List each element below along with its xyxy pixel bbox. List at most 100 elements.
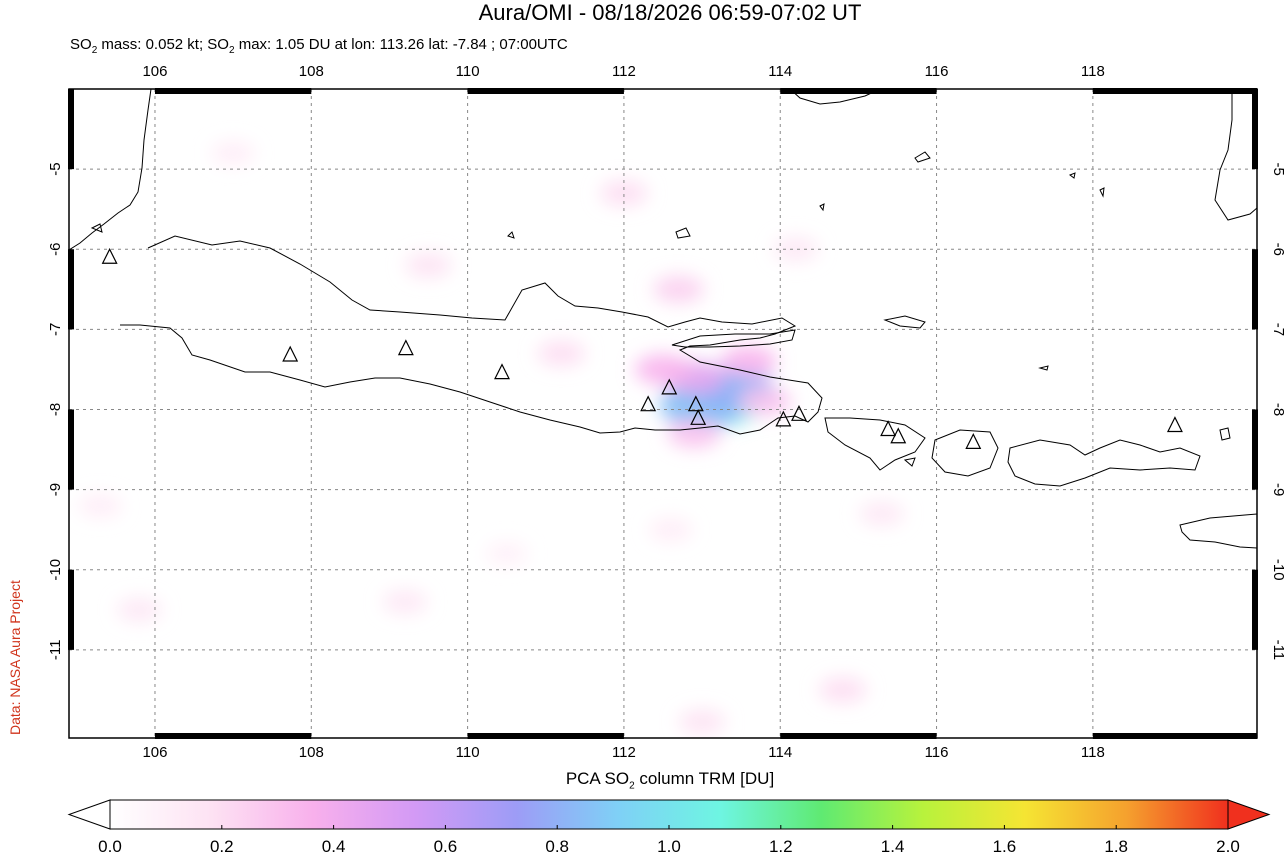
mass-subscript: 2 <box>91 45 98 56</box>
frame-bar-left <box>68 89 74 170</box>
colorbar-label: 1.2 <box>769 837 793 855</box>
lon-label-top: 116 <box>925 63 949 80</box>
coast-bawean <box>675 227 691 239</box>
lon-label-top: 106 <box>142 63 167 80</box>
volcano-triangle <box>687 395 704 412</box>
so2-cell <box>678 709 726 735</box>
volcano-triangle <box>661 378 678 395</box>
frame-bar-left <box>68 249 74 330</box>
coast-java-north <box>120 235 823 435</box>
coast-sumbawa <box>1007 439 1201 487</box>
lon-label-top: 112 <box>612 63 636 80</box>
colorbar-label: 1.6 <box>993 837 1017 855</box>
frame-bar-top <box>467 88 624 94</box>
lat-label-left: -11 <box>47 640 64 661</box>
colorbar-title: PCA SO2 column TRM [DU] <box>0 769 1288 796</box>
lat-label-right: -5 <box>1270 162 1287 175</box>
coast-borneo <box>789 89 881 105</box>
lat-label-right: -11 <box>1270 640 1287 661</box>
so2-cell <box>211 141 255 165</box>
frame-bar-bottom <box>1092 733 1257 739</box>
so2-cell <box>405 252 452 278</box>
coast-small-isles-6 <box>1219 427 1231 441</box>
frame-bar-right <box>1252 249 1258 330</box>
coast-west-isles <box>90 223 103 233</box>
lon-label-bottom: 108 <box>299 744 324 761</box>
lon-label-top: 110 <box>456 63 480 80</box>
volcano-triangle <box>640 395 657 412</box>
frame-bar-right <box>1252 569 1258 650</box>
volcano-markers <box>101 247 1183 449</box>
so2-cell <box>818 677 867 703</box>
so2-cell <box>116 597 162 622</box>
coast-nusa-penida <box>903 457 916 467</box>
colorbar-label: 0.8 <box>545 837 569 855</box>
coast-small-isles-2 <box>1068 172 1076 179</box>
lon-label-bottom: 106 <box>142 744 167 761</box>
frame-bar-bottom <box>154 733 312 739</box>
so2-cell <box>653 275 704 303</box>
frame-bar-right <box>1252 89 1258 170</box>
lat-label-left: -9 <box>47 483 64 496</box>
so2-cell <box>78 493 122 518</box>
colorbar-gradient <box>109 799 1229 830</box>
frame-border <box>68 88 1258 739</box>
lat-label-left: -5 <box>47 162 64 175</box>
mass-text: mass: 0.052 kt; SO <box>97 36 229 53</box>
map-title: Aura/OMI - 08/18/2026 06:59-07:02 UT <box>478 0 862 25</box>
colorbar-title-suffix: column TRM [DU] <box>634 769 775 788</box>
colorbar-title-prefix: PCA SO <box>565 769 630 788</box>
volcano-triangle <box>965 433 982 449</box>
frame-bar-top <box>154 88 312 94</box>
so2-cell <box>773 237 819 262</box>
so2-cell <box>537 340 586 367</box>
volcano-triangle <box>880 420 897 437</box>
lon-label-bottom: 114 <box>768 744 792 761</box>
mass-prefix: SO <box>70 36 92 53</box>
map-frame <box>68 88 1258 739</box>
frame-bar-left <box>68 409 74 490</box>
frame-bar-top <box>780 88 937 94</box>
coast-karimunjawa <box>507 231 515 239</box>
lat-label-right: -9 <box>1270 483 1287 496</box>
colorbar-under-arrow <box>67 799 111 830</box>
coast-sulawesi <box>1214 89 1257 221</box>
colorbar-label: 0.4 <box>322 837 346 855</box>
so2-cell <box>485 542 528 566</box>
volcano-triangle <box>282 345 299 362</box>
coast-madura <box>671 329 796 348</box>
colorbar-body: 0.0 0.2 0.4 0.6 0.8 1.0 1.2 1.4 1.6 1.8 2.0 <box>67 799 1271 855</box>
lat-label-left: -8 <box>47 403 64 416</box>
so2-summary: SO2 mass: 0.052 kt; SO2 max: 1.05 DU at … <box>70 36 568 60</box>
volcano-triangle <box>690 408 707 425</box>
max-text: max: 1.05 DU at lon: 113.26 lat: -7.84 ;… <box>234 36 568 53</box>
coast-lombok <box>931 429 999 477</box>
lon-label-bottom: 118 <box>1081 744 1105 761</box>
so2-cell <box>634 354 692 385</box>
lat-label-left: -6 <box>47 243 64 256</box>
frame-bar-bottom <box>467 733 624 739</box>
volcano-triangle <box>1166 416 1183 433</box>
lat-label-right: -7 <box>1270 323 1287 336</box>
so2-cell <box>667 419 722 448</box>
frame-bar-top <box>1092 88 1257 94</box>
volcano-triangle <box>397 339 414 356</box>
lat-label-left: -7 <box>47 323 64 336</box>
lat-label-right: -6 <box>1270 243 1287 256</box>
so2-cell <box>600 180 648 207</box>
colorbar-label: 2.0 <box>1216 837 1240 855</box>
map-figure: 106 106 108 108 110 110 112 112 114 114 116 116 118 1… <box>47 63 1287 761</box>
volcano-triangle <box>494 363 510 380</box>
coast-sumatra <box>69 89 152 251</box>
coast-sumba <box>1179 513 1257 549</box>
lat-label-right: -8 <box>1270 403 1287 416</box>
colorbar-label: 1.4 <box>881 837 905 855</box>
lon-label-top: 118 <box>1081 63 1105 80</box>
so2-cell <box>859 501 905 526</box>
coast-kangean <box>883 315 926 329</box>
volcano-triangle <box>890 427 907 444</box>
so2-cell <box>649 518 693 542</box>
so2-cell <box>737 387 792 416</box>
lon-label-bottom: 110 <box>456 744 480 761</box>
colorbar-title-sub: 2 <box>629 780 635 792</box>
